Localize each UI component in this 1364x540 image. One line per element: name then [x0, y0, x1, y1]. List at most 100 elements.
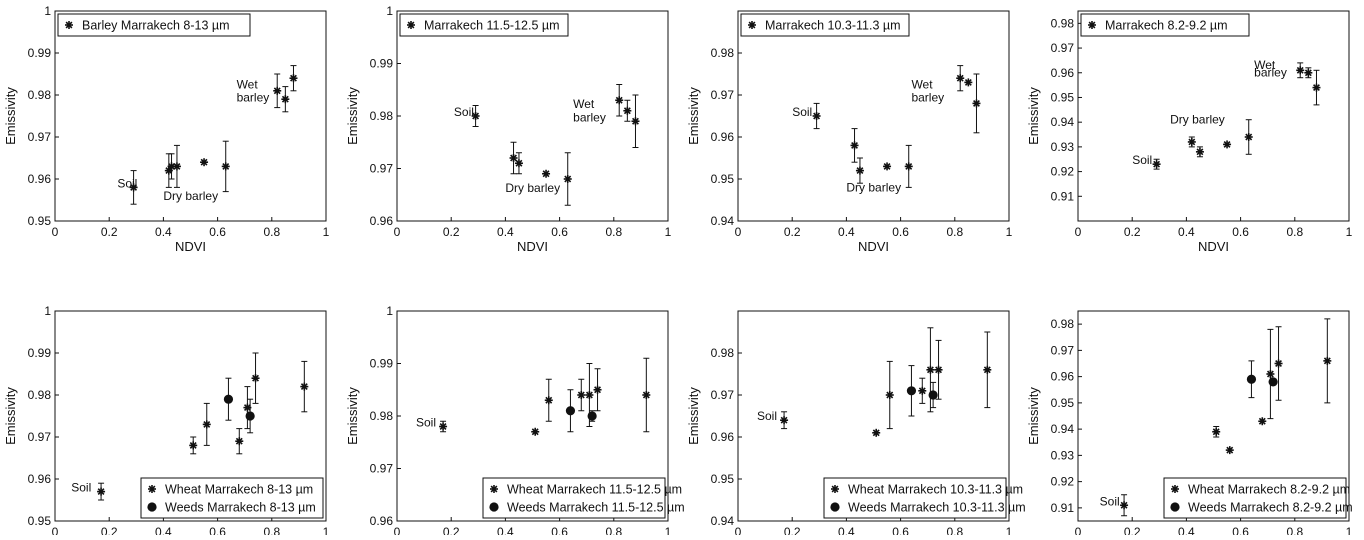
- legend: Marrakech 11.5-12.5 µm: [399, 13, 569, 37]
- x-tick-label: 0.8: [946, 525, 963, 535]
- asterisk-stroke: [1313, 84, 1320, 92]
- marker-asterisk: [273, 86, 282, 95]
- marker-asterisk: [1274, 359, 1283, 368]
- legend: Marrakech 10.3-11.3 µm: [740, 13, 910, 37]
- annotation-label: Soil: [757, 409, 777, 423]
- x-tick-label: 0.8: [605, 525, 622, 535]
- y-tick-label: 1: [44, 304, 51, 318]
- marker-circle: [928, 390, 938, 400]
- x-tick-label: 0.2: [1124, 525, 1141, 535]
- asterisk-stroke: [472, 112, 480, 120]
- x-axis-label: NDVI: [175, 239, 206, 254]
- x-tick-label: 0.6: [1232, 525, 1249, 535]
- y-axis-label: Emissivity: [345, 387, 360, 445]
- y-tick-label: 0.97: [28, 130, 52, 144]
- asterisk-stroke: [300, 383, 308, 391]
- asterisk-stroke: [515, 159, 523, 167]
- x-tick-label: 0.8: [1286, 225, 1303, 239]
- asterisk-stroke: [1296, 66, 1304, 74]
- y-axis-label: Emissivity: [345, 87, 360, 145]
- annotation-label: Wet: [911, 78, 933, 92]
- marker-asterisk: [235, 437, 244, 446]
- y-tick-label: 0.97: [711, 388, 735, 402]
- asterisk-stroke: [273, 87, 281, 95]
- y-tick-label: 0.98: [28, 88, 52, 102]
- asterisk-stroke: [973, 99, 980, 107]
- y-tick-label: 0.97: [1051, 41, 1075, 55]
- asterisk-stroke: [65, 21, 73, 29]
- annotation-label: barley: [237, 90, 270, 104]
- y-tick-label: 0.94: [1051, 115, 1075, 129]
- y-tick-label: 0.96: [711, 430, 735, 444]
- y-tick-label: 0.96: [28, 472, 52, 486]
- asterisk-stroke: [1245, 133, 1253, 141]
- marker-asterisk: [542, 169, 551, 178]
- asterisk-stroke: [577, 391, 585, 399]
- asterisk-stroke: [222, 162, 230, 170]
- marker-asterisk: [593, 385, 602, 394]
- series-main: [97, 352, 309, 501]
- marker-asterisk: [407, 21, 415, 29]
- legend-label: Wheat Marrakech 11.5-12.5 µm: [507, 483, 682, 497]
- marker-asterisk: [983, 365, 992, 374]
- asterisk-stroke: [851, 141, 858, 149]
- x-tick-label: 0.8: [946, 225, 963, 239]
- legend-label: Marrakech 11.5-12.5 µm: [424, 19, 560, 33]
- asterisk-stroke: [831, 485, 839, 493]
- asterisk-stroke: [632, 117, 639, 125]
- marker-asterisk: [300, 382, 309, 391]
- annotation-label: Wet: [1254, 58, 1276, 72]
- x-axis-label: NDVI: [858, 239, 889, 254]
- marker-asterisk: [615, 96, 624, 105]
- marker-circle: [830, 502, 840, 512]
- y-tick-label: 0.98: [28, 388, 52, 402]
- annotation-label: Soil: [1100, 494, 1120, 508]
- y-axis-label: Emissivity: [3, 87, 18, 145]
- y-axis-label: Emissivity: [1026, 87, 1041, 145]
- y-tick-label: 0.98: [1051, 317, 1075, 331]
- asterisk-stroke: [856, 167, 864, 175]
- y-tick-label: 0.95: [28, 514, 52, 528]
- marker-asterisk: [1304, 68, 1313, 77]
- asterisk-stroke: [1323, 357, 1331, 365]
- y-tick-label: 1: [386, 4, 393, 18]
- x-tick-label: 0.6: [892, 525, 909, 535]
- asterisk-stroke: [439, 423, 447, 430]
- asterisk-stroke: [542, 170, 550, 178]
- x-tick-label: 0.2: [443, 225, 460, 239]
- asterisk-stroke: [281, 95, 289, 103]
- marker-asterisk: [65, 21, 73, 29]
- x-tick-label: 0: [1075, 525, 1082, 535]
- marker-asterisk: [1323, 356, 1332, 365]
- y-tick-label: 0.92: [1051, 475, 1075, 489]
- series-weeds: [223, 377, 255, 434]
- y-tick-label: 0.95: [1051, 396, 1075, 410]
- legend-label: Wheat Marrakech 10.3-11.3 µm: [848, 483, 1023, 497]
- marker-asterisk: [812, 112, 821, 120]
- marker-asterisk: [956, 74, 965, 83]
- marker-asterisk: [904, 162, 913, 171]
- y-tick-label: 0.98: [370, 409, 394, 423]
- marker-asterisk: [97, 487, 106, 496]
- asterisk-stroke: [905, 162, 913, 170]
- x-tick-label: 0.8: [605, 225, 622, 239]
- marker-asterisk: [563, 175, 572, 183]
- x-tick-label: 0: [394, 525, 401, 535]
- asterisk-stroke: [918, 387, 926, 395]
- series-main: [439, 357, 651, 436]
- x-tick-label: 1: [665, 225, 672, 239]
- y-tick-label: 0.91: [1051, 501, 1075, 515]
- annotation-label: Dry barley: [846, 181, 901, 195]
- marker-asterisk: [1258, 417, 1267, 426]
- legend-label: Weeds Marrakech 8.2-9.2 µm: [1188, 501, 1353, 515]
- asterisk-stroke: [545, 396, 553, 404]
- annotation-label: barley: [911, 90, 944, 104]
- y-tick-label: 0.96: [370, 214, 394, 228]
- y-tick-label: 0.95: [1051, 90, 1075, 104]
- asterisk-stroke: [886, 391, 894, 399]
- y-tick-label: 0.92: [1051, 165, 1075, 179]
- y-tick-label: 0.96: [28, 172, 52, 186]
- x-axis-label: NDVI: [517, 239, 548, 254]
- marker-asterisk: [964, 78, 973, 87]
- asterisk-stroke: [200, 158, 208, 166]
